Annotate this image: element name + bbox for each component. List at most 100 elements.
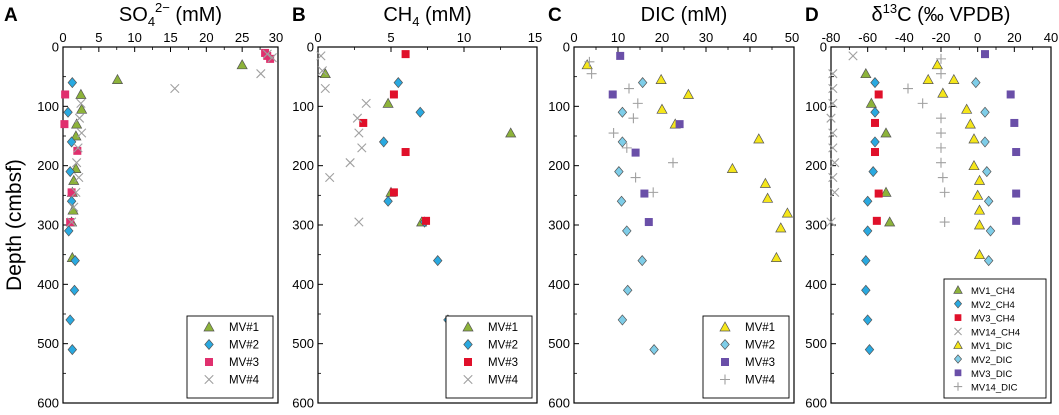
data-point <box>75 88 87 99</box>
data-points <box>826 50 1021 356</box>
panel-letter: D <box>805 5 819 26</box>
y-tick-label: 0 <box>820 40 827 55</box>
data-point <box>770 251 782 262</box>
data-point <box>668 157 678 168</box>
title-text: δ <box>872 4 883 26</box>
data-point <box>345 158 355 168</box>
legend-label: MV#2 <box>229 340 259 352</box>
legend-marker <box>721 358 729 366</box>
data-point <box>581 59 593 70</box>
y-axis-label: Depth (cmbsf) <box>3 159 26 291</box>
legend-label: MV#1 <box>745 322 775 334</box>
data-point <box>74 172 84 183</box>
x-tick-label: 30 <box>699 30 713 45</box>
x-tick-label: 10 <box>611 30 625 45</box>
legend-label: MV14_CH4 <box>971 327 1020 338</box>
data-point <box>826 217 836 227</box>
legend-box <box>445 315 533 399</box>
y-tick-label: 400 <box>548 277 570 292</box>
x-tick-label: 0 <box>570 30 577 45</box>
data-point <box>968 133 980 144</box>
y-tick-label: 500 <box>37 336 59 351</box>
legend-label: MV14_DIC <box>971 383 1018 394</box>
data-point <box>73 143 83 153</box>
data-point <box>870 136 880 148</box>
x-tick-label: 15 <box>528 30 542 45</box>
series-mv1-ch4 <box>860 67 896 227</box>
data-point <box>60 120 69 129</box>
y-tick-label: 200 <box>805 158 827 173</box>
data-points <box>60 48 277 356</box>
data-point <box>69 284 80 296</box>
data-point <box>66 195 77 207</box>
data-point <box>359 118 368 127</box>
legend-marker <box>953 285 963 294</box>
data-point <box>393 77 404 89</box>
data-point <box>389 90 398 99</box>
data-point <box>1006 90 1015 99</box>
data-point <box>903 83 913 94</box>
series-mv-4 <box>316 51 371 227</box>
data-point <box>401 148 410 157</box>
data-point <box>864 344 875 356</box>
y-tick-label: 0 <box>563 40 570 55</box>
data-point <box>985 225 996 237</box>
data-point <box>936 68 946 79</box>
data-point <box>69 202 79 212</box>
data-point <box>352 113 363 123</box>
legend-label: MV#4 <box>488 375 519 387</box>
data-point <box>980 136 990 148</box>
legend-marker <box>463 374 473 385</box>
data-point <box>675 120 684 129</box>
data-point <box>862 195 873 207</box>
legend-marker <box>953 340 963 349</box>
y-tick-label: 500 <box>548 336 570 351</box>
data-point <box>317 66 328 76</box>
data-point <box>76 98 86 109</box>
data-point <box>66 136 77 148</box>
legend-marker <box>462 321 474 332</box>
data-point <box>922 73 934 84</box>
data-point <box>868 166 878 178</box>
data-point <box>76 128 87 138</box>
data-point <box>65 314 75 326</box>
data-point <box>632 98 643 109</box>
series-mv-2 <box>63 77 80 356</box>
data-point <box>74 113 85 123</box>
legend: MV#1 MV#2 MV#3 MV#4 <box>186 315 274 399</box>
legend-label: MV#2 <box>488 340 518 352</box>
data-point <box>870 77 880 89</box>
x-tick-label: 40 <box>1044 30 1058 45</box>
x-tick-label: 20 <box>1007 30 1021 45</box>
data-point <box>860 67 872 79</box>
data-point <box>828 98 838 109</box>
data-point <box>621 142 632 153</box>
data-point <box>964 118 976 129</box>
legend-label: MV1_DIC <box>971 341 1012 352</box>
chart-panels: A SO42− (mM)0 5 10 15 20 25 3001002003004005006… <box>4 0 1058 411</box>
data-point <box>828 69 838 79</box>
data-point <box>71 158 82 168</box>
title-superscript: 13 <box>883 1 897 16</box>
data-point <box>980 106 990 118</box>
y-tick-label: 0 <box>52 40 59 55</box>
x-tick-label: 50 <box>785 30 799 45</box>
data-point <box>617 314 628 326</box>
y-tick-label: 500 <box>292 336 314 351</box>
data-point <box>828 83 838 94</box>
data-point <box>848 51 858 61</box>
legend-label: MV#4 <box>229 375 260 387</box>
data-point <box>982 166 992 178</box>
y-tick-label: 600 <box>37 396 59 411</box>
data-point <box>628 113 639 124</box>
data-point <box>936 128 946 139</box>
data-point <box>382 97 394 108</box>
y-tick-label: 100 <box>292 99 314 114</box>
legend-marker <box>204 338 214 351</box>
series-mv2-ch4 <box>861 77 880 356</box>
data-point <box>422 216 431 225</box>
data-point <box>874 90 883 99</box>
series-mv14-ch4 <box>826 51 858 227</box>
y-tick-label: 0 <box>307 40 314 55</box>
data-point <box>262 49 272 59</box>
